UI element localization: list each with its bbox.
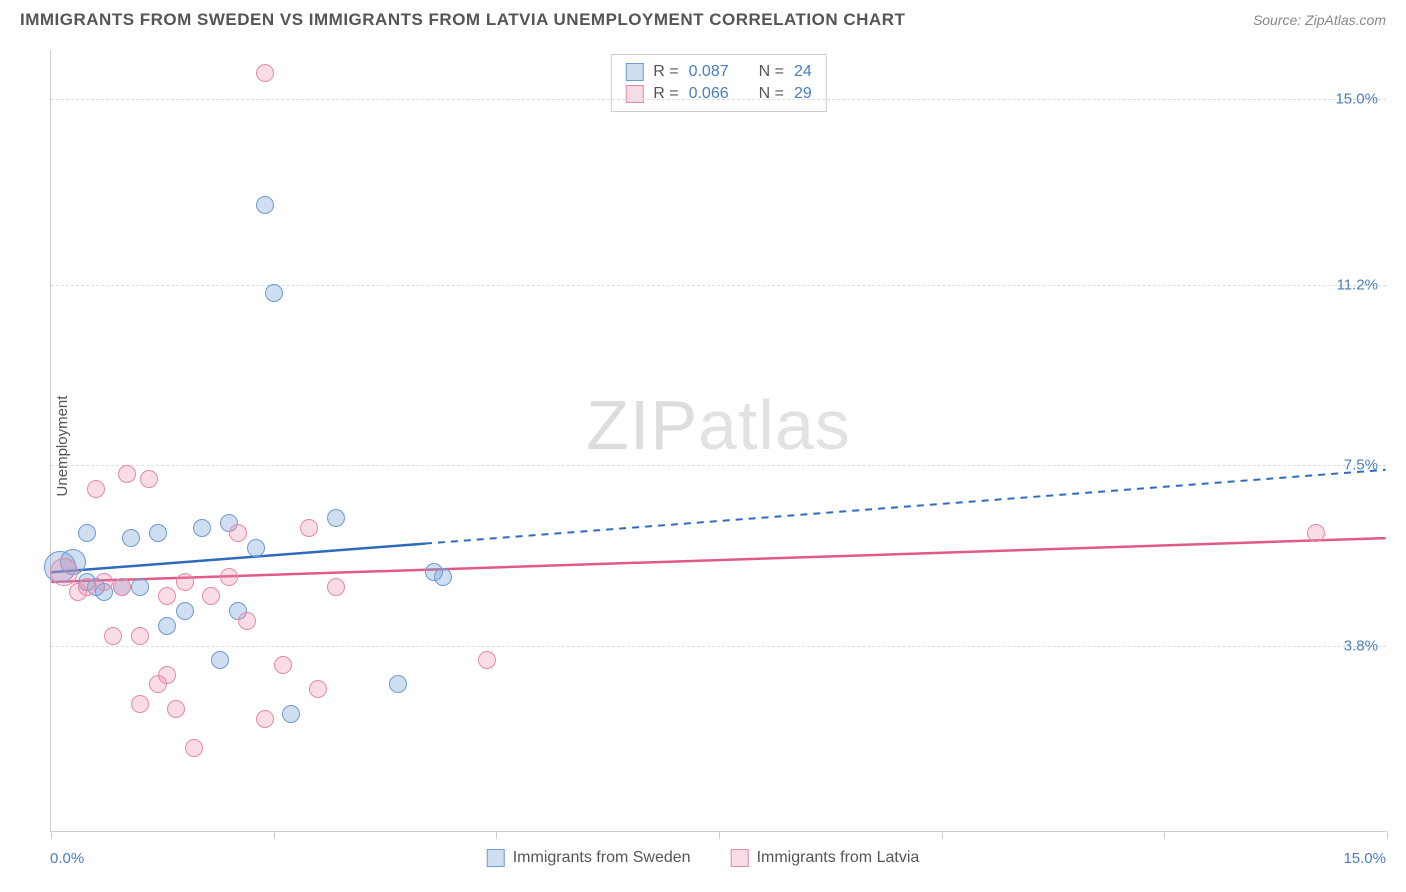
data-point-latvia xyxy=(87,480,105,498)
data-point-latvia xyxy=(327,578,345,596)
swatch-icon xyxy=(487,849,505,867)
data-point-sweden xyxy=(327,509,345,527)
stats-row-latvia: R = 0.066 N = 29 xyxy=(625,83,812,105)
x-tick xyxy=(496,831,497,839)
data-point-latvia xyxy=(131,695,149,713)
chart-plot-area: ZIPatlas R = 0.087 N = 24 R = 0.066 N = 29 15.0… xyxy=(50,50,1386,832)
data-point-sweden xyxy=(131,578,149,596)
stats-n-label: N = xyxy=(759,85,784,103)
stats-n-value: 29 xyxy=(794,85,812,103)
legend-item: Immigrants from Latvia xyxy=(731,849,920,867)
data-point-sweden xyxy=(176,602,194,620)
legend-item: Immigrants from Sweden xyxy=(487,849,691,867)
data-point-latvia xyxy=(118,465,136,483)
data-point-latvia xyxy=(220,568,238,586)
chart-title: IMMIGRANTS FROM SWEDEN VS IMMIGRANTS FRO… xyxy=(20,10,905,30)
data-point-sweden xyxy=(282,705,300,723)
data-point-latvia xyxy=(95,573,113,591)
data-point-sweden xyxy=(122,529,140,547)
data-point-latvia xyxy=(140,470,158,488)
gridline xyxy=(51,646,1386,647)
data-point-sweden xyxy=(389,675,407,693)
data-point-latvia xyxy=(104,627,122,645)
stats-r-value: 0.087 xyxy=(689,63,729,81)
data-point-latvia xyxy=(309,680,327,698)
data-point-latvia xyxy=(202,587,220,605)
stats-row-sweden: R = 0.087 N = 24 xyxy=(625,61,812,83)
legend-label: Immigrants from Latvia xyxy=(757,849,920,867)
swatch-icon xyxy=(625,63,643,81)
x-tick xyxy=(942,831,943,839)
stats-legend-box: R = 0.087 N = 24 R = 0.066 N = 29 xyxy=(610,54,827,112)
x-axis-max-label: 15.0% xyxy=(1343,850,1386,867)
x-axis-min-label: 0.0% xyxy=(50,850,84,867)
y-tick-label: 15.0% xyxy=(1335,90,1378,107)
x-tick xyxy=(1164,831,1165,839)
data-point-sweden xyxy=(434,568,452,586)
data-point-latvia xyxy=(113,578,131,596)
data-point-latvia xyxy=(167,700,185,718)
data-point-latvia xyxy=(229,524,247,542)
y-tick-label: 3.8% xyxy=(1344,638,1378,655)
data-point-latvia xyxy=(256,64,274,82)
x-tick xyxy=(1387,831,1388,839)
data-point-sweden xyxy=(211,651,229,669)
data-point-latvia xyxy=(185,739,203,757)
data-point-latvia xyxy=(256,710,274,728)
data-point-latvia xyxy=(238,612,256,630)
legend-label: Immigrants from Sweden xyxy=(513,849,691,867)
source-attribution: Source: ZipAtlas.com xyxy=(1253,12,1386,28)
stats-n-value: 24 xyxy=(794,63,812,81)
data-point-latvia xyxy=(274,656,292,674)
gridline xyxy=(51,99,1386,100)
data-point-latvia xyxy=(478,651,496,669)
data-point-sweden xyxy=(149,524,167,542)
gridline xyxy=(51,465,1386,466)
swatch-icon xyxy=(625,85,643,103)
data-point-latvia xyxy=(158,666,176,684)
data-point-latvia xyxy=(158,587,176,605)
regression-lines xyxy=(51,50,1386,831)
y-tick-label: 7.5% xyxy=(1344,457,1378,474)
x-tick xyxy=(51,831,52,839)
data-point-sweden xyxy=(158,617,176,635)
data-point-latvia xyxy=(78,578,96,596)
data-point-sweden xyxy=(193,519,211,537)
data-point-latvia xyxy=(131,627,149,645)
swatch-icon xyxy=(731,849,749,867)
data-point-latvia xyxy=(50,558,78,586)
data-point-sweden xyxy=(256,196,274,214)
stats-r-value: 0.066 xyxy=(689,85,729,103)
x-tick xyxy=(719,831,720,839)
stats-n-label: N = xyxy=(759,63,784,81)
gridline xyxy=(51,285,1386,286)
watermark: ZIPatlas xyxy=(586,385,851,465)
bottom-legend: Immigrants from Sweden Immigrants from La… xyxy=(487,849,920,867)
data-point-sweden xyxy=(247,539,265,557)
data-point-latvia xyxy=(1307,524,1325,542)
y-tick-label: 11.2% xyxy=(1337,276,1378,293)
data-point-sweden xyxy=(265,284,283,302)
stats-r-label: R = xyxy=(653,85,678,103)
stats-r-label: R = xyxy=(653,63,678,81)
x-tick xyxy=(274,831,275,839)
data-point-latvia xyxy=(176,573,194,591)
data-point-sweden xyxy=(78,524,96,542)
data-point-latvia xyxy=(300,519,318,537)
